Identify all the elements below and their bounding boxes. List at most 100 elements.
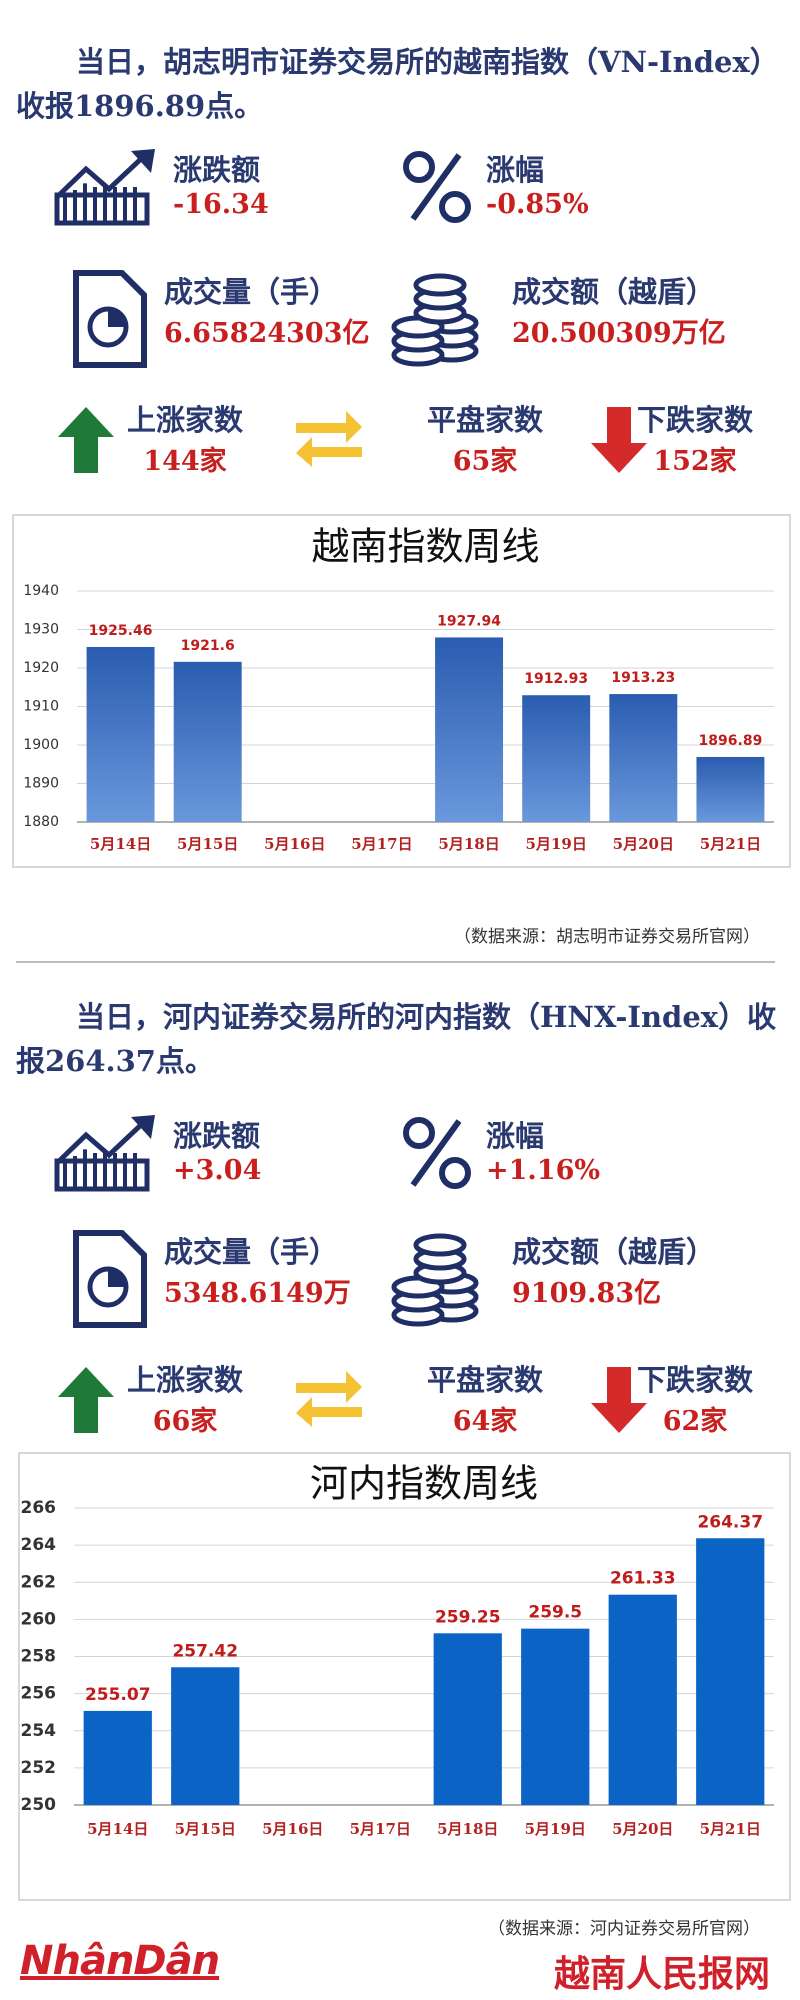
x-tick-label: 5月21日 <box>700 835 761 853</box>
site-name: 越南人民报网 <box>553 1953 770 1995</box>
x-tick-label: 5月15日 <box>175 1820 236 1838</box>
stat-value: +3.04 <box>173 1155 262 1186</box>
y-tick-label: 1880 <box>23 814 59 830</box>
stat-value: 9109.83亿 <box>512 1278 662 1309</box>
bar <box>83 1710 152 1805</box>
y-tick-label: 254 <box>21 1721 57 1741</box>
stat-icon <box>589 405 649 479</box>
stat-label: 上涨家数 <box>126 403 243 437</box>
stat-value: 65家 <box>452 446 518 477</box>
stat-icon <box>70 1229 150 1333</box>
stat-value: -0.85% <box>486 189 589 220</box>
bar <box>171 1667 240 1805</box>
value-label: 1921.6 <box>181 638 235 654</box>
stat-value: +1.16% <box>486 1155 601 1186</box>
y-tick-label: 1920 <box>23 660 59 676</box>
y-tick-label: 258 <box>21 1647 57 1667</box>
bar <box>86 646 155 822</box>
x-tick-label: 5月16日 <box>264 835 325 853</box>
value-label: 255.07 <box>85 1685 151 1705</box>
y-tick-label: 250 <box>21 1795 57 1815</box>
y-tick-label: 1940 <box>23 583 59 599</box>
stat-label: 下跌家数 <box>636 403 753 437</box>
stat-icon <box>56 1365 116 1439</box>
bar <box>173 661 242 822</box>
x-tick-label: 5月17日 <box>351 835 412 853</box>
stat-icon <box>397 147 477 231</box>
x-tick-label: 5月19日 <box>525 1820 586 1838</box>
stat-value: 64家 <box>452 1406 518 1437</box>
x-tick-label: 5月18日 <box>438 835 499 853</box>
stat-icon <box>51 1113 161 1197</box>
source: （数据来源：胡志明市证券交易所官网） <box>454 927 760 947</box>
stat-value: -16.34 <box>173 189 269 220</box>
bar <box>609 694 678 822</box>
value-label: 1912.93 <box>524 671 588 687</box>
stat-value: 62家 <box>662 1406 728 1437</box>
headline: 当日，胡志明市证券交易所的越南指数（VN-Index）收报1896.89点。 <box>16 45 779 123</box>
x-tick-label: 5月18日 <box>437 1820 498 1838</box>
stat-label: 成交量（手） <box>164 1235 339 1269</box>
stat-value: 144家 <box>143 446 227 477</box>
x-tick-label: 5月14日 <box>87 1820 148 1838</box>
stat-label: 涨跌额 <box>173 153 261 187</box>
y-tick-label: 266 <box>21 1498 57 1518</box>
value-label: 257.42 <box>172 1641 238 1661</box>
x-tick-label: 5月21日 <box>700 1820 761 1838</box>
stat-label: 涨幅 <box>486 153 545 187</box>
y-tick-label: 1910 <box>23 699 59 715</box>
y-tick-label: 252 <box>21 1758 57 1778</box>
chart-title: 越南指数周线 <box>311 525 539 569</box>
value-label: 259.25 <box>435 1607 501 1627</box>
stat-icon <box>589 1365 649 1439</box>
logo: NhânDân <box>20 1938 220 1984</box>
stat-icon <box>294 1367 364 1431</box>
stat-value: 6.65824303亿 <box>164 318 370 349</box>
bar <box>696 756 765 822</box>
x-tick-label: 5月19日 <box>526 835 587 853</box>
bar <box>521 1628 590 1805</box>
stat-icon <box>397 1113 477 1197</box>
x-tick-label: 5月16日 <box>262 1820 323 1838</box>
stat-icon <box>56 405 116 479</box>
stat-icon <box>390 1229 490 1333</box>
stat-icon <box>51 147 161 231</box>
stat-label: 成交量（手） <box>164 275 339 309</box>
y-tick-label: 264 <box>21 1535 57 1555</box>
y-tick-label: 1890 <box>23 776 59 792</box>
y-tick-label: 260 <box>21 1609 57 1629</box>
x-tick-label: 5月15日 <box>177 835 238 853</box>
stat-label: 平盘家数 <box>426 403 543 437</box>
value-label: 259.5 <box>528 1603 582 1623</box>
value-label: 261.33 <box>610 1569 676 1589</box>
bar <box>696 1538 765 1805</box>
stat-label: 涨幅 <box>486 1119 545 1153</box>
stat-icon <box>294 407 364 471</box>
stat-icon <box>70 269 150 373</box>
chart-title: 河内指数周线 <box>310 1462 538 1506</box>
stat-label: 上涨家数 <box>126 1363 243 1397</box>
y-tick-label: 262 <box>21 1572 57 1592</box>
y-tick-label: 1930 <box>23 622 59 638</box>
bar <box>433 1633 502 1805</box>
x-tick-label: 5月14日 <box>90 835 151 853</box>
value-label: 1925.46 <box>89 623 153 639</box>
x-tick-label: 5月20日 <box>612 1820 673 1838</box>
x-tick-label: 5月20日 <box>613 835 674 853</box>
value-label: 1927.94 <box>437 613 501 629</box>
headline: 当日，河内证券交易所的河内指数（HNX-Index）收报264.37点。 <box>16 1000 777 1078</box>
bar <box>522 695 591 822</box>
stat-label: 下跌家数 <box>636 1363 753 1397</box>
stat-value: 5348.6149万 <box>164 1278 351 1309</box>
stat-label: 成交额（越盾） <box>512 1235 716 1269</box>
value-label: 1896.89 <box>699 733 763 749</box>
value-label: 264.37 <box>697 1512 763 1532</box>
x-tick-label: 5月17日 <box>350 1820 411 1838</box>
stat-label: 成交额（越盾） <box>512 275 716 309</box>
y-tick-label: 256 <box>21 1684 57 1704</box>
bar <box>608 1594 677 1805</box>
stat-label: 平盘家数 <box>426 1363 543 1397</box>
bar <box>435 637 504 822</box>
